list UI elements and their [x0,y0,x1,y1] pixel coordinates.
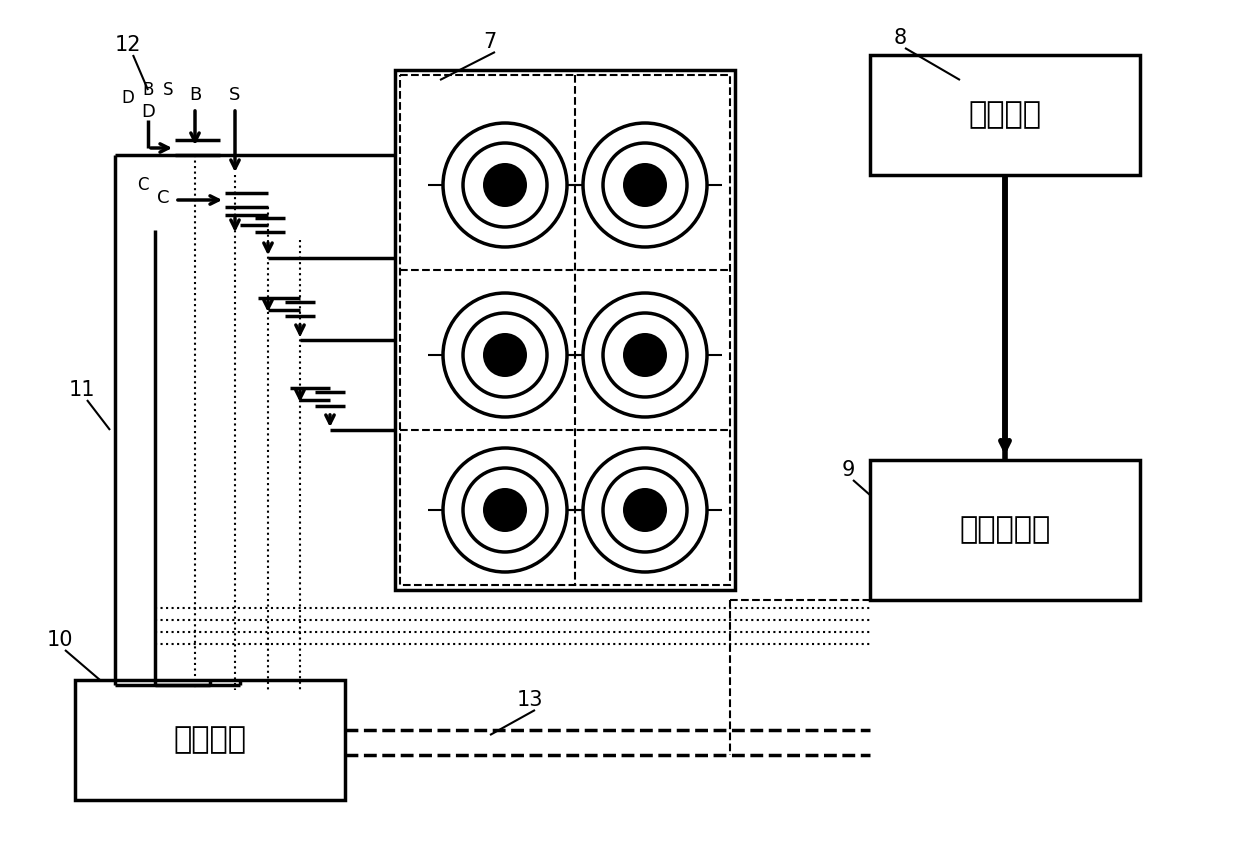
Circle shape [484,488,527,532]
Bar [401,75,730,585]
Circle shape [463,468,547,552]
Text: C: C [156,189,169,207]
Bar [74,680,345,800]
Text: B: B [188,86,201,104]
Circle shape [603,468,687,552]
Circle shape [583,123,707,247]
Bar [870,55,1140,175]
Circle shape [484,333,527,377]
Circle shape [463,313,547,397]
Circle shape [622,163,667,207]
Bar [396,70,735,590]
Text: S: S [229,86,241,104]
Text: 11: 11 [68,380,95,400]
Text: S: S [162,81,174,99]
Circle shape [443,293,567,417]
Text: 8: 8 [894,28,906,48]
Circle shape [443,448,567,572]
Text: 13: 13 [517,690,543,710]
Text: 主控制模块: 主控制模块 [960,516,1050,544]
Circle shape [622,333,667,377]
Circle shape [583,448,707,572]
Text: 10: 10 [47,630,73,650]
Circle shape [583,293,707,417]
Text: 电源模块: 电源模块 [174,726,247,754]
Text: D: D [122,89,134,107]
Text: C: C [138,176,149,194]
Circle shape [463,143,547,227]
Circle shape [484,163,527,207]
Text: 7: 7 [484,32,497,52]
Circle shape [443,123,567,247]
Text: B: B [143,81,154,99]
Circle shape [603,143,687,227]
Circle shape [622,488,667,532]
Bar [870,460,1140,600]
Text: 9: 9 [841,460,854,480]
Circle shape [603,313,687,397]
Text: 12: 12 [115,35,141,55]
Text: 编码模块: 编码模块 [968,101,1042,129]
Text: D: D [141,103,155,121]
